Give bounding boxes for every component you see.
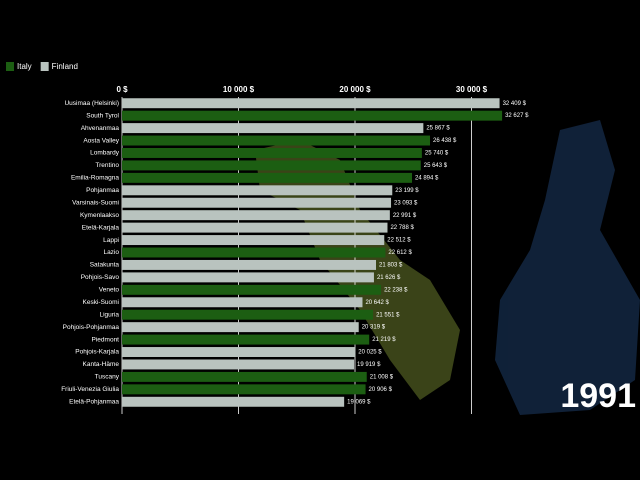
value-label: 20 025 $	[358, 350, 382, 356]
bar	[122, 197, 392, 208]
bar	[122, 110, 503, 121]
year-label: 1991	[560, 377, 636, 415]
value-label: 22 991 $	[393, 213, 417, 219]
value-label: 21 219 $	[372, 337, 396, 343]
category-label: Kymenlaakso	[80, 212, 119, 219]
x-tick-label: 30 000 $	[456, 85, 488, 94]
bar	[122, 297, 363, 308]
category-label: Friuli-Venezia Giulia	[61, 386, 119, 393]
bar	[122, 123, 424, 134]
value-label: 22 612 $	[388, 250, 412, 256]
bar	[122, 247, 386, 258]
bar	[122, 322, 359, 333]
category-label: Keski-Suomi	[83, 299, 119, 306]
legend-swatch	[40, 62, 49, 71]
value-label: 20 906 $	[369, 387, 393, 393]
category-label: Etelä-Karjala	[82, 224, 120, 231]
category-label: Pohjois-Pohjanmaa	[63, 324, 120, 331]
value-label: 23 199 $	[395, 188, 419, 194]
bar	[122, 334, 370, 345]
legend-swatch	[6, 62, 14, 71]
value-label: 23 093 $	[394, 200, 418, 206]
bar	[122, 210, 390, 221]
value-label: 19 069 $	[347, 399, 371, 405]
category-label: Pohjanmaa	[86, 187, 119, 194]
legend-label: Italy	[17, 62, 32, 71]
legend-label: Finland	[52, 62, 78, 71]
value-label: 21 626 $	[377, 275, 401, 281]
category-label: Trentino	[95, 162, 119, 169]
category-label: Piedmont	[92, 336, 120, 343]
category-label: Pohjois-Karjala	[75, 349, 119, 356]
category-label: Liguria	[99, 311, 119, 318]
category-label: Ahvenanmaa	[81, 125, 120, 132]
value-label: 21 008 $	[370, 374, 394, 380]
bar	[122, 98, 500, 109]
value-label: 24 894 $	[415, 175, 439, 181]
value-label: 22 512 $	[387, 238, 411, 244]
value-label: 26 438 $	[433, 138, 457, 144]
bar	[122, 272, 374, 283]
category-label: South Tyrol	[86, 112, 119, 119]
bar	[122, 148, 422, 158]
bar	[122, 396, 345, 407]
bar	[122, 185, 393, 196]
bar	[122, 172, 413, 183]
value-label: 20 642 $	[365, 300, 389, 306]
value-label: 22 238 $	[384, 287, 408, 293]
value-label: 21 803 $	[379, 263, 403, 269]
value-label: 32 409 $	[503, 101, 527, 107]
category-label: Tuscany	[95, 374, 120, 381]
category-label: Etelä-Pohjanmaa	[69, 398, 119, 405]
value-label: 25 867 $	[426, 126, 450, 132]
value-label: 25 740 $	[425, 151, 449, 157]
category-label: Veneto	[99, 287, 120, 294]
value-label: 21 551 $	[376, 312, 400, 318]
value-label: 32 627 $	[505, 113, 529, 119]
bar	[122, 384, 366, 395]
value-label: 25 643 $	[424, 163, 448, 169]
finland-map	[495, 120, 640, 415]
bar	[122, 359, 355, 370]
category-label: Lombardy	[90, 150, 120, 157]
category-label: Uusimaa (Helsinki)	[64, 100, 119, 107]
category-label: Pohjois-Savo	[81, 274, 120, 281]
bar	[122, 235, 385, 246]
bar	[122, 222, 388, 233]
x-tick-label: 0 $	[116, 85, 128, 94]
bar	[122, 347, 356, 357]
category-label: Emilia-Romagna	[71, 175, 119, 182]
bar	[122, 259, 377, 270]
x-tick-label: 10 000 $	[223, 85, 255, 94]
value-label: 22 788 $	[390, 225, 414, 231]
value-label: 20 319 $	[362, 325, 386, 331]
value-label: 19 919 $	[357, 362, 381, 368]
x-tick-label: 20 000 $	[339, 85, 371, 94]
category-label: Aosta Valley	[83, 137, 119, 144]
bar	[122, 135, 431, 146]
bar	[122, 309, 374, 320]
category-label: Kanta-Häme	[83, 361, 120, 368]
bar	[122, 284, 382, 295]
category-label: Lazio	[103, 249, 119, 256]
category-label: Lappi	[103, 237, 119, 244]
category-label: Varsinais-Suomi	[72, 199, 119, 206]
category-label: Satakunta	[90, 262, 120, 269]
bar	[122, 371, 367, 382]
bar	[122, 160, 421, 171]
